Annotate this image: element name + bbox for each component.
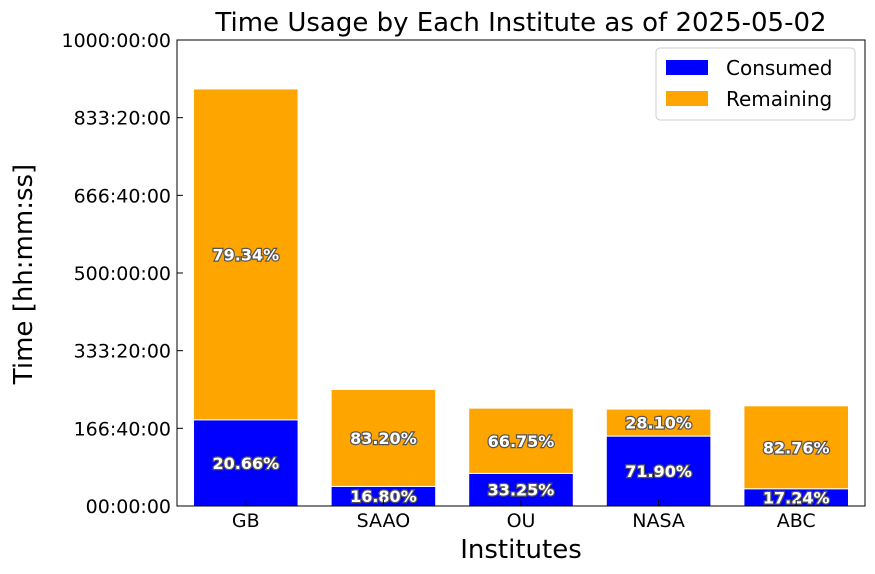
- bar-remaining-ou: [468, 407, 574, 474]
- y-tick-label: 1000:00:00: [61, 30, 171, 52]
- y-tick-label: 666:40:00: [74, 185, 171, 207]
- data-label-consumed-saao: 16.80%: [350, 487, 417, 506]
- y-tick-label: 500:00:00: [74, 263, 171, 285]
- legend-label-consumed: Consumed: [726, 56, 832, 80]
- bar-consumed-nasa: [605, 435, 712, 507]
- bar-remaining-gb: [193, 88, 299, 421]
- y-tick-label: 333:20:00: [74, 341, 171, 363]
- data-label-remaining-saao: 83.20%: [350, 429, 417, 448]
- y-axis-ticks: 00:00:00 166:40:00 333:20:00 500:00:00 666:4…: [61, 30, 183, 518]
- data-label-remaining-abc: 82.76%: [763, 438, 830, 457]
- bar-labels-group: 20.66% 16.80% 33.25% 71.90% 17.24% 79.34% 83.2…: [211, 244, 830, 508]
- bar-remaining-abc: [743, 405, 849, 490]
- data-label-remaining-gb: 79.34%: [212, 245, 279, 264]
- x-tick-label: GB: [232, 510, 260, 532]
- bar-remaining-saao: [330, 389, 437, 487]
- data-label-consumed-gb: 20.66%: [212, 454, 279, 473]
- data-label-consumed-abc: 17.24%: [763, 488, 830, 507]
- data-label-consumed-nasa: 71.90%: [625, 462, 692, 481]
- x-tick-label: OU: [507, 510, 536, 532]
- y-tick-label: 166:40:00: [74, 418, 171, 440]
- legend-label-remaining: Remaining: [726, 87, 832, 111]
- x-tick-label: SAAO: [357, 510, 411, 532]
- y-tick-label: 00:00:00: [86, 496, 171, 518]
- legend: Consumed Remaining: [655, 47, 856, 121]
- chart-title: Time Usage by Each Institute as of 2025-…: [214, 8, 826, 38]
- x-tick-label: NASA: [632, 510, 685, 532]
- legend-swatch-remaining: [666, 91, 708, 106]
- x-axis-ticks: GB SAAO OU NASA ABC: [232, 500, 816, 532]
- x-tick-label: ABC: [777, 510, 816, 532]
- x-axis-label: Institutes: [460, 535, 582, 565]
- data-label-remaining-nasa: 28.10%: [625, 414, 692, 433]
- y-tick-label: 833:20:00: [74, 108, 171, 130]
- bar-consumed-gb: [193, 419, 299, 507]
- legend-swatch-consumed: [666, 60, 708, 75]
- bar-remaining-nasa: [605, 408, 712, 437]
- bars-group: [193, 88, 849, 507]
- y-axis-label: Time [hh:mm:ss]: [9, 164, 39, 385]
- data-label-remaining-ou: 66.75%: [488, 432, 555, 451]
- data-label-consumed-ou: 33.25%: [488, 481, 555, 500]
